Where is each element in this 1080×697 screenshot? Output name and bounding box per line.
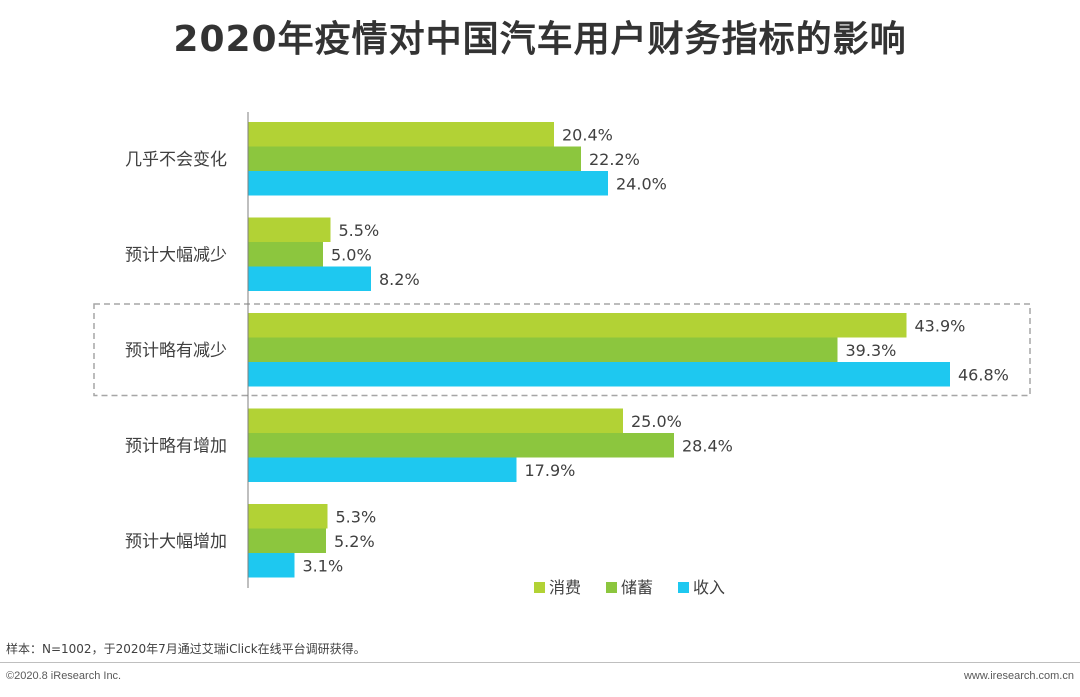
bar-消费-cat-3 bbox=[248, 408, 623, 433]
legend-label: 收入 bbox=[693, 578, 725, 597]
data-label: 28.4% bbox=[682, 436, 733, 455]
bar-收入-cat-1 bbox=[248, 266, 371, 291]
category-label: 预计大幅减少 bbox=[125, 245, 227, 265]
highlight-box bbox=[93, 303, 1031, 397]
data-label: 25.0% bbox=[631, 412, 682, 431]
legend-label: 消费 bbox=[549, 578, 581, 597]
website-text: www.iresearch.com.cn bbox=[963, 670, 1074, 682]
data-label: 22.2% bbox=[589, 150, 640, 169]
data-label: 5.3% bbox=[336, 507, 377, 526]
data-label: 46.8% bbox=[958, 365, 1009, 384]
data-label: 5.2% bbox=[334, 532, 375, 551]
data-label: 3.1% bbox=[303, 556, 344, 575]
data-label: 5.5% bbox=[339, 221, 380, 240]
data-label: 39.3% bbox=[846, 341, 897, 360]
data-label: 5.0% bbox=[331, 245, 372, 264]
data-label: 43.9% bbox=[915, 316, 966, 335]
footer-divider bbox=[0, 662, 1080, 663]
bar-储蓄-cat-0 bbox=[248, 146, 581, 171]
data-label: 24.0% bbox=[616, 174, 667, 193]
category-label: 预计略有增加 bbox=[125, 436, 227, 456]
bar-消费-cat-1 bbox=[248, 217, 331, 242]
legend-label: 储蓄 bbox=[621, 578, 653, 597]
bar-储蓄-cat-2 bbox=[248, 337, 838, 362]
chart-title: 2020年疫情对中国汽车用户财务指标的影响 bbox=[173, 19, 907, 60]
bar-储蓄-cat-3 bbox=[248, 433, 674, 458]
bar-收入-cat-0 bbox=[248, 171, 608, 196]
legend-swatch bbox=[534, 582, 545, 593]
bar-收入-cat-3 bbox=[248, 457, 517, 482]
sample-note: 样本：N=1002，于2020年7月通过艾瑞iClick在线平台调研获得。 bbox=[6, 642, 366, 656]
bar-消费-cat-0 bbox=[248, 122, 554, 147]
data-label: 17.9% bbox=[525, 461, 576, 480]
data-label: 20.4% bbox=[562, 125, 613, 144]
category-label: 预计大幅增加 bbox=[125, 532, 227, 552]
data-label: 8.2% bbox=[379, 270, 420, 289]
legend-swatch bbox=[606, 582, 617, 593]
bar-消费-cat-2 bbox=[248, 313, 907, 338]
bar-消费-cat-4 bbox=[248, 504, 328, 529]
category-label: 预计略有减少 bbox=[125, 341, 227, 361]
legend-swatch bbox=[678, 582, 689, 593]
bar-储蓄-cat-4 bbox=[248, 528, 326, 553]
bar-储蓄-cat-1 bbox=[248, 242, 323, 267]
bar-收入-cat-2 bbox=[248, 362, 950, 387]
category-label: 几乎不会变化 bbox=[125, 150, 227, 170]
copyright-text: ©2020.8 iResearch Inc. bbox=[6, 670, 122, 682]
bar-收入-cat-4 bbox=[248, 553, 295, 578]
